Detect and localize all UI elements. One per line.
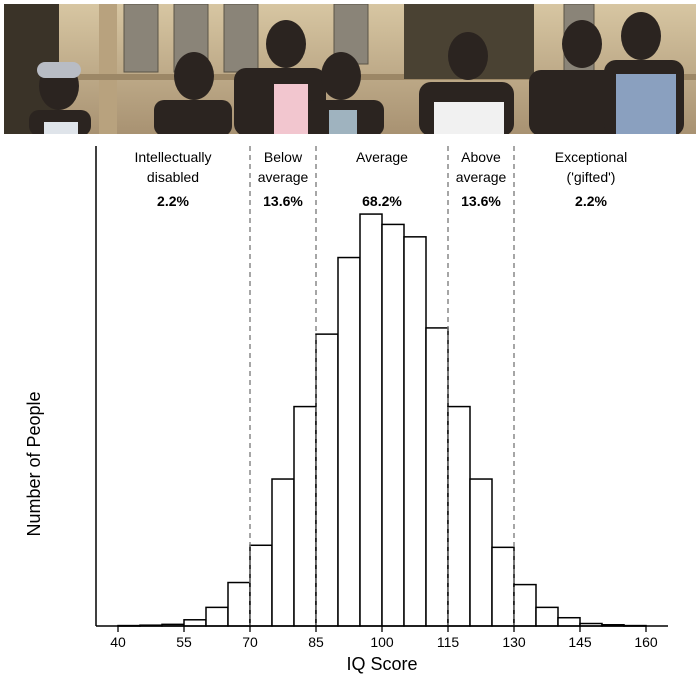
x-tick-labels: 40 55 70 85 100 115 130 145 160 [110,626,658,650]
region-label: Average [356,149,408,165]
region-label-line: average [456,169,507,185]
region-percent: 13.6% [461,193,501,209]
region-label-line: Average [356,149,408,165]
region-label: Intellectually disabled [134,149,211,185]
x-tick-label: 100 [370,634,394,650]
histogram-bar [359,213,383,627]
x-tick-label: 55 [176,634,192,650]
x-tick-label: 70 [242,634,258,650]
histogram-bar [293,405,317,627]
histogram-bar [227,581,251,627]
histogram-bar [557,616,581,627]
histogram-bar [425,327,449,627]
region-label: Below average [258,149,309,185]
region-label-line: ('gifted') [567,169,616,185]
region-labels: Intellectually disabled 2.2% Below average 13… [134,149,627,209]
histogram-bar [535,606,559,627]
histogram-bar [513,583,537,627]
x-tick-label: 145 [568,634,592,650]
histogram-bar [183,619,207,627]
photo-shirts [37,62,676,134]
x-tick-label: 130 [502,634,526,650]
region-percent: 68.2% [362,193,402,209]
region-label-line: average [258,169,309,185]
x-tick-label: 40 [110,634,126,650]
region-label-line: Intellectually [134,149,211,165]
photo-pillar [99,4,117,134]
region-percent: 13.6% [263,193,303,209]
x-axis-label: IQ Score [346,654,417,674]
histogram-bar [315,333,339,627]
header-photo [4,4,696,134]
histogram-bar [337,256,361,627]
region-label-line: disabled [147,169,199,185]
x-tick-label: 115 [437,634,460,650]
histogram-bar [381,223,405,627]
histogram-bar [271,478,295,627]
region-label: Above average [456,149,507,185]
x-tick-label: 85 [308,634,324,650]
histogram-bar [491,546,515,627]
bars-layer [117,213,647,627]
region-percent: 2.2% [575,193,607,209]
histogram-bar [403,236,427,627]
x-tick-label: 160 [634,634,658,650]
boundary-lines [249,146,515,626]
histogram-bar [447,405,471,627]
histogram-bar [249,544,273,627]
region-label-line: Exceptional [555,149,627,165]
region-label-line: Below [264,149,303,165]
region-percent: 2.2% [157,193,189,209]
region-label: Exceptional ('gifted') [555,149,627,185]
photo-ledge [64,74,696,80]
histogram-bar [469,478,493,627]
iq-histogram: Intellectually disabled 2.2% Below average 13… [24,146,668,674]
histogram-bar [205,606,229,627]
y-axis-label: Number of People [24,391,44,536]
region-label-line: Above [461,149,501,165]
